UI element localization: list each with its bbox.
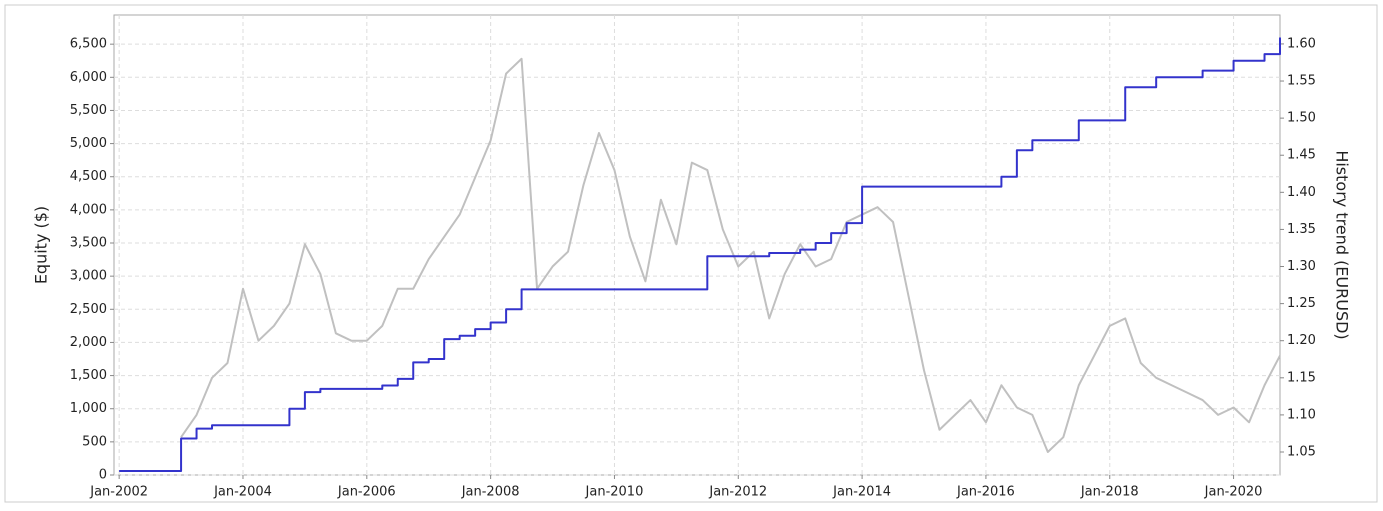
y-tick-label: 5,500: [70, 103, 107, 118]
y2-tick-label: 1.50: [1287, 111, 1316, 126]
x-tick-label: Jan-2012: [708, 485, 767, 500]
y2-axis-label: History trend (EURUSD): [1333, 150, 1352, 339]
y-tick-label: 3,500: [70, 236, 107, 251]
y-tick-label: 3,000: [70, 269, 107, 284]
y-tick-label: 4,000: [70, 202, 107, 217]
y-tick-label: 1,000: [70, 401, 107, 416]
x-tick-label: Jan-2020: [1204, 485, 1263, 500]
y-tick-label: 1,500: [70, 368, 107, 383]
y-tick-label: 2,500: [70, 302, 107, 317]
y-tick-label: 6,000: [70, 70, 107, 85]
y2-tick-label: 1.10: [1287, 407, 1316, 422]
series-line: [180, 57, 1281, 453]
plot-area: [113, 14, 1281, 476]
y2-tick-label: 1.35: [1287, 222, 1316, 237]
x-tick-label: Jan-2018: [1080, 485, 1139, 500]
y2-tick-label: 1.20: [1287, 333, 1316, 348]
y-tick-label: 2,000: [70, 335, 107, 350]
y2-tick-label: 1.40: [1287, 185, 1316, 200]
series-line: [119, 37, 1281, 473]
x-tick-label: Jan-2010: [585, 485, 644, 500]
x-tick-label: Jan-2002: [89, 485, 148, 500]
x-tick-label: Jan-2014: [832, 485, 891, 500]
y2-tick-label: 1.25: [1287, 296, 1316, 311]
x-tick-label: Jan-2004: [213, 485, 272, 500]
y2-tick-label: 1.60: [1287, 36, 1316, 51]
x-tick-label: Jan-2016: [956, 485, 1015, 500]
y-tick-label: 500: [82, 434, 107, 449]
x-tick-label: Jan-2008: [461, 485, 520, 500]
y2-tick-label: 1.15: [1287, 370, 1316, 385]
y2-tick-label: 1.45: [1287, 148, 1316, 163]
y-tick-label: 0: [99, 468, 107, 483]
y2-tick-label: 1.30: [1287, 259, 1316, 274]
y-tick-label: 4,500: [70, 169, 107, 184]
y2-tick-label: 1.55: [1287, 74, 1316, 89]
x-tick-label: Jan-2006: [337, 485, 396, 500]
y2-tick-label: 1.05: [1287, 445, 1316, 460]
y-tick-label: 5,000: [70, 136, 107, 151]
y-tick-label: 6,500: [70, 37, 107, 52]
y-axis-label: Equity ($): [32, 206, 51, 284]
